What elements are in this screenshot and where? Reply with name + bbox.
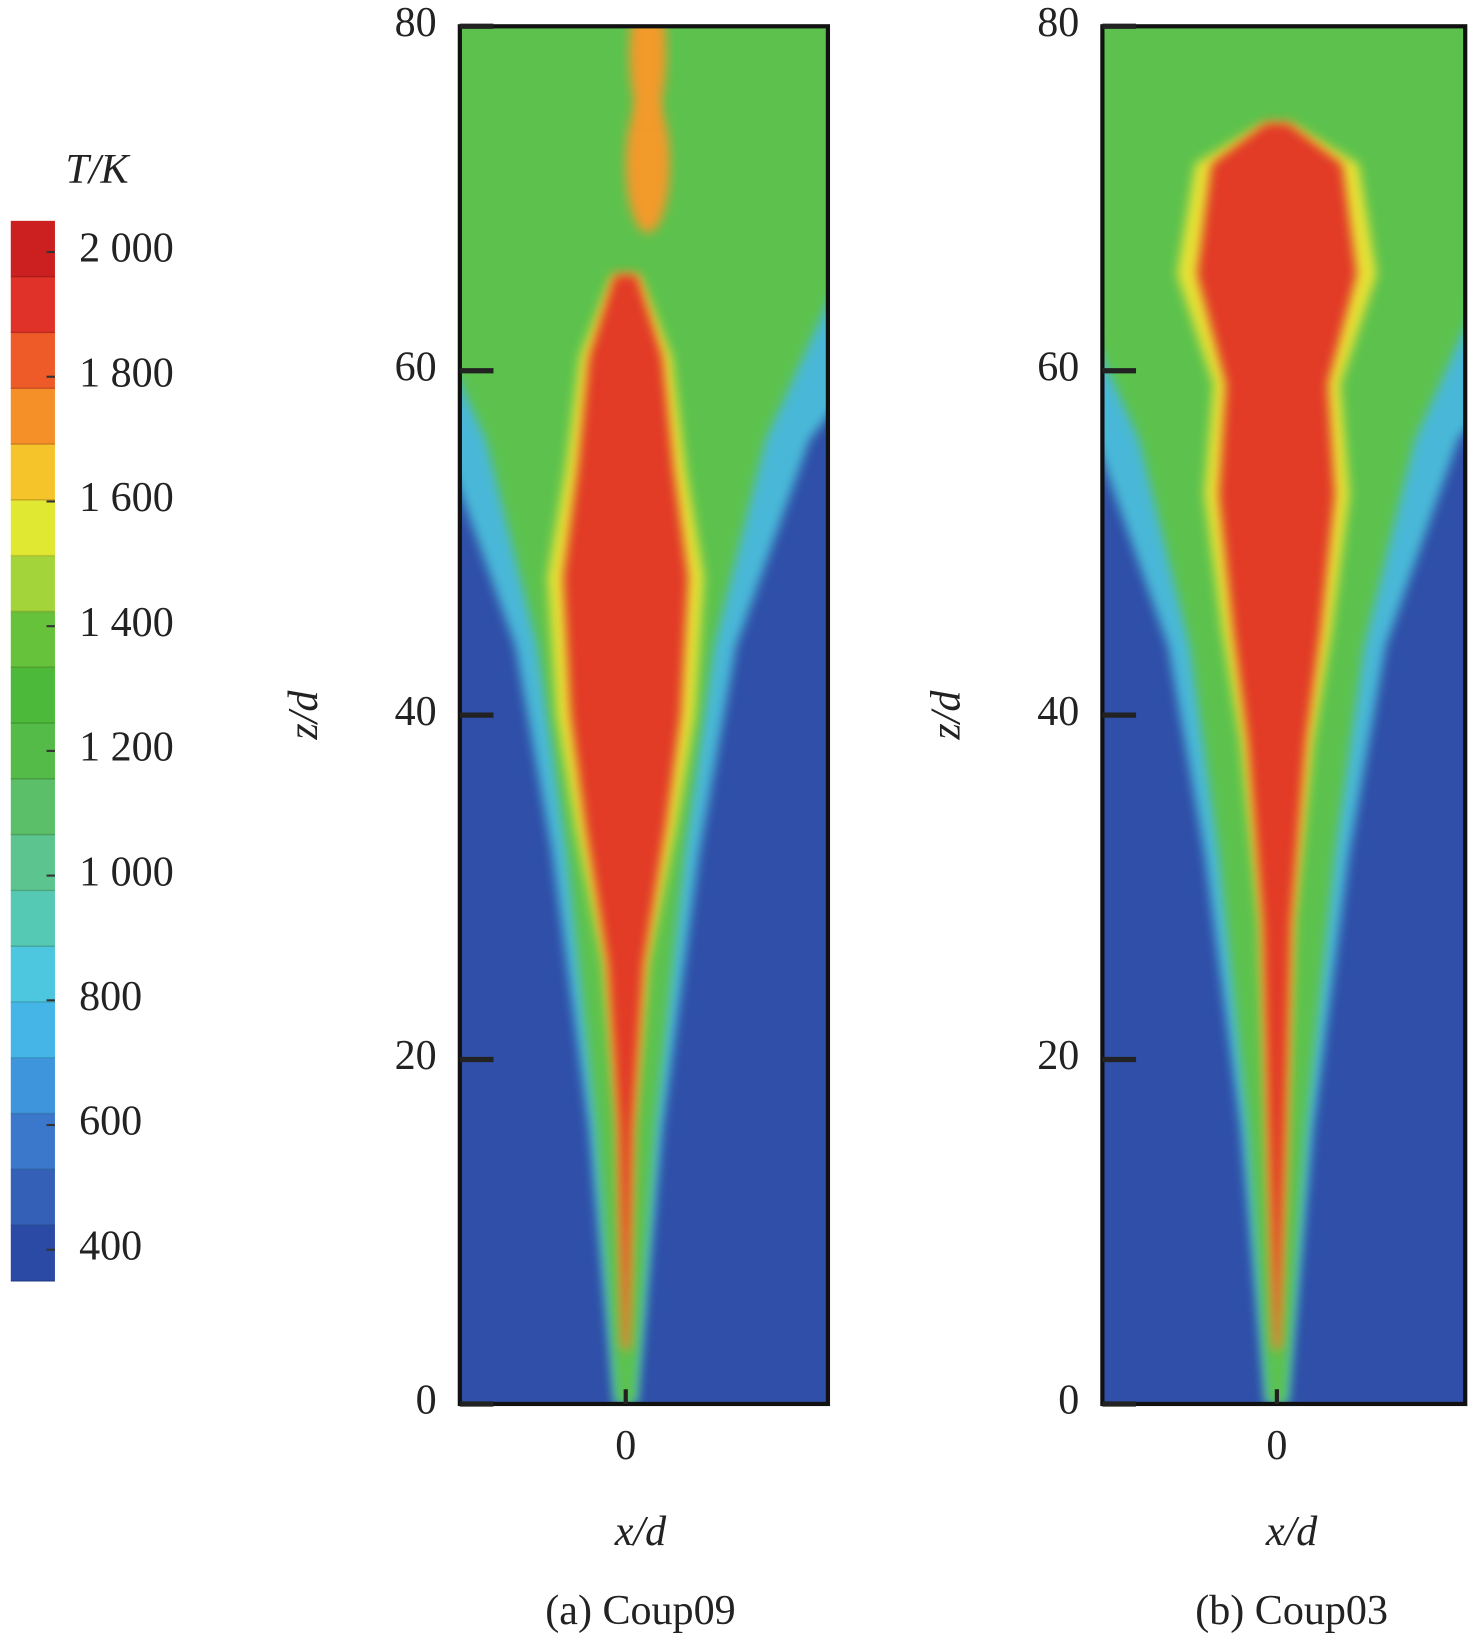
colorbar-tick-label: 1 200 [79,725,174,771]
colorbar-band [10,499,55,557]
colorbar-band [10,1001,55,1059]
y-tick-label: 0 [416,1378,437,1424]
colorbar-band [10,611,55,668]
y-tick-label: 60 [395,344,437,390]
y-tick-label: 80 [1037,0,1079,46]
y-tick-label: 0 [1058,1378,1079,1424]
colorbar-tick-label: 800 [79,974,142,1020]
field-region [563,274,689,1349]
panel-title: (a) Coup09 [545,1588,735,1634]
x-tick-label: 0 [1266,1423,1287,1469]
colorbar-band [10,890,55,947]
y-tick-label: 60 [1037,344,1079,390]
field-region [1197,122,1357,1349]
x-axis-label: x/d [614,1509,667,1555]
colorbar-tick-label: 1 400 [79,600,174,646]
x-axis-label: x/d [1265,1509,1318,1555]
y-axis-label: z/d [924,690,970,741]
y-tick-label: 20 [1037,1033,1079,1079]
colorbar-tick-label: 1 800 [79,350,174,396]
colorbar-band [10,1169,55,1226]
x-tick-label: 0 [615,1423,636,1469]
colorbar-band [10,1113,55,1170]
hot-spot [625,95,670,233]
colorbar-tick-label: 400 [79,1223,142,1269]
y-axis-label: z/d [281,690,327,741]
colorbar-band [10,332,55,389]
colorbar-band [10,1057,55,1115]
contour-field [1102,26,1466,1404]
colorbar-tick-label: 1 000 [79,849,174,895]
colorbar-band [10,276,55,333]
colorbar-tick-label: 1 600 [79,475,174,521]
y-tick-label: 40 [395,689,437,735]
colorbar-band [10,1225,55,1282]
y-tick-label: 80 [395,0,437,46]
colorbar-tick-label: 2 000 [79,226,174,272]
colorbar-band [10,220,55,278]
colorbar-band [10,778,55,836]
colorbar-band [10,444,55,501]
colorbar-band [10,946,55,1003]
hot-spot [629,26,667,123]
colorbar-band [10,834,55,891]
panel-title: (b) Coup03 [1195,1588,1388,1634]
y-tick-label: 20 [395,1033,437,1079]
contour-field [459,26,828,1404]
colorbar-band [10,667,55,724]
colorbar-title: T/K [65,147,130,193]
y-tick-label: 40 [1037,689,1079,735]
colorbar-band [10,388,55,445]
colorbar-tick-label: 600 [79,1099,142,1145]
colorbar-band [10,555,55,612]
